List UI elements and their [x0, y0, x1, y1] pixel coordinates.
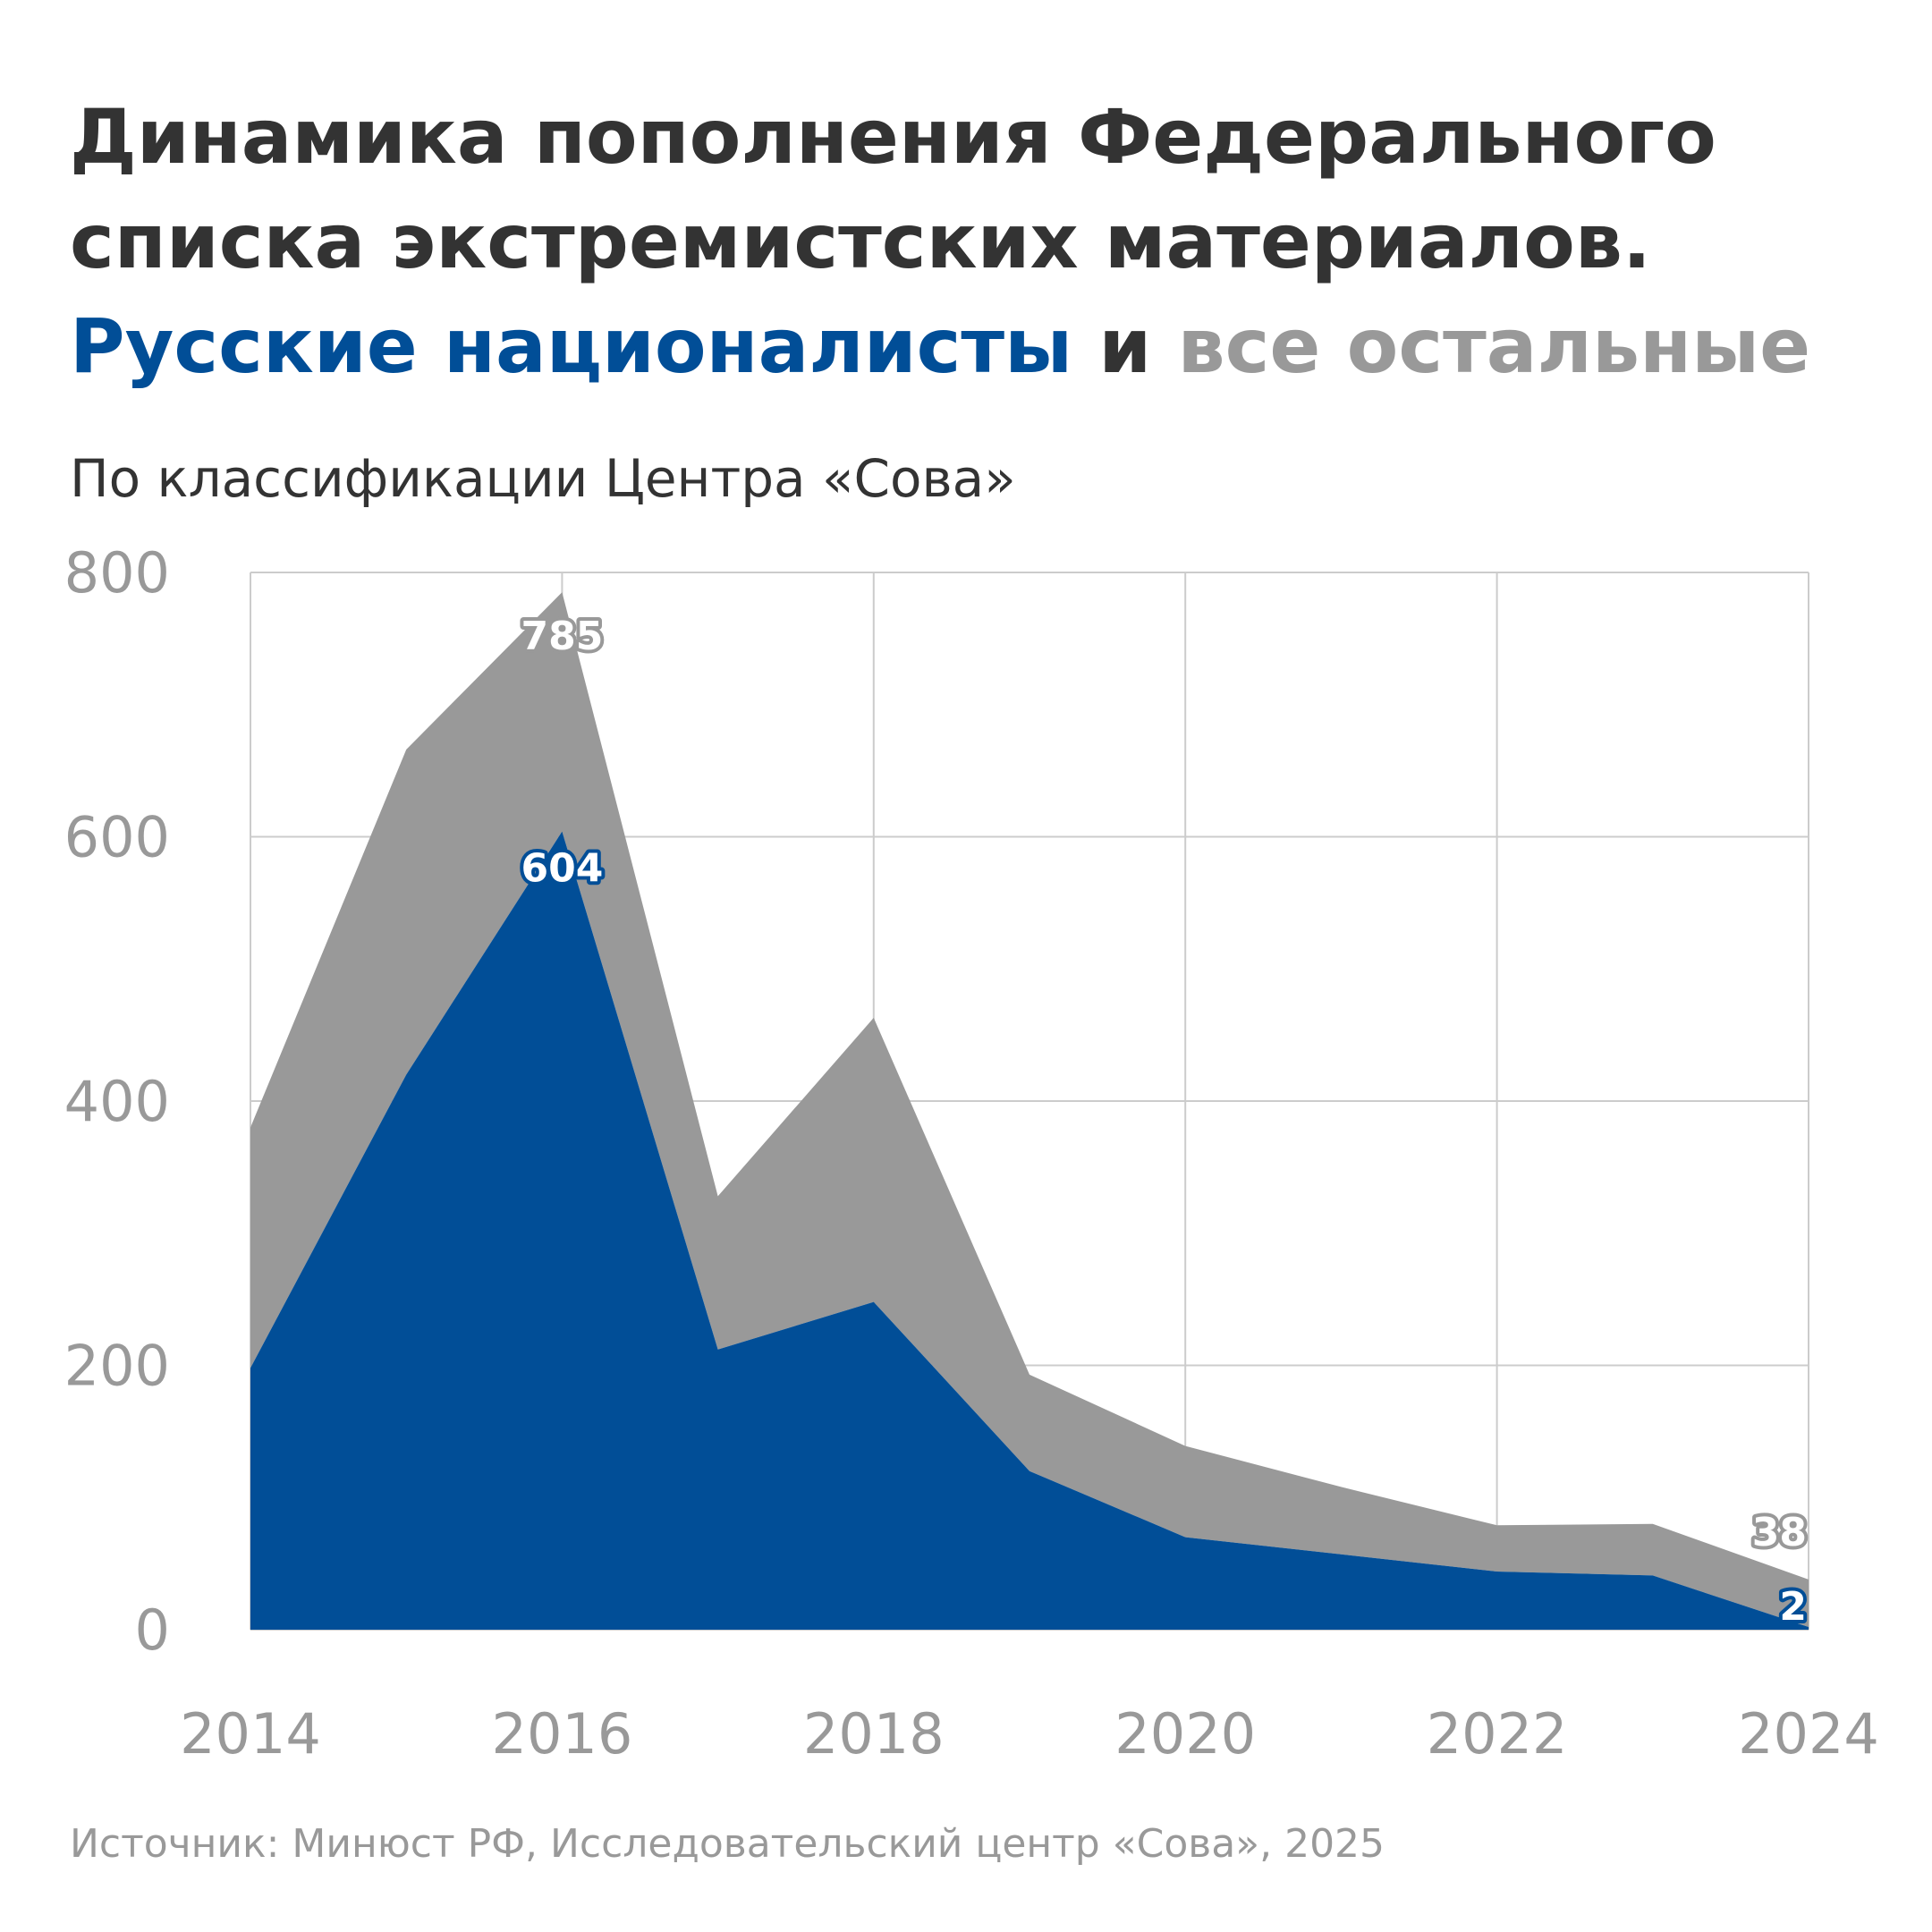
y-tick-label-800: 800 [64, 540, 170, 606]
x-tick-label-2016: 2016 [492, 1701, 633, 1767]
x-tick-label-2020: 2020 [1114, 1701, 1256, 1767]
y-tick-label-200: 200 [64, 1334, 170, 1399]
x-tick-label-2014: 2014 [180, 1701, 321, 1767]
x-tick-label-2024: 2024 [1738, 1701, 1879, 1767]
data-label-total-2024: 38 [1752, 1510, 1807, 1555]
y-tick-label-400: 400 [64, 1069, 170, 1134]
chart-title: Динамика пополнения Федерального списка … [70, 85, 1810, 399]
x-tick-label-2018: 2018 [803, 1701, 945, 1767]
data-label-total-2016: 785 [521, 614, 603, 659]
title-line-1: Динамика пополнения Федерального [70, 93, 1716, 181]
title-others: все остальные [1177, 302, 1811, 390]
title-nationalists: Русские националисты [70, 302, 1073, 390]
title-line-2: списка экстремистских материалов. [70, 198, 1651, 285]
y-tick-label-600: 600 [64, 805, 170, 870]
area-series-others [250, 592, 1809, 1628]
area-series-nationalists [250, 831, 1809, 1630]
title-line-3: Русские националисты и все остальные [70, 294, 1810, 399]
data-label-nationalists-2024: 2 [1779, 1584, 1807, 1630]
y-tick-label-0: 0 [135, 1597, 170, 1663]
axis-layer: 0 200 400 600 800 2014 2016 2018 2020 2022 2024 [64, 540, 1879, 1767]
chart-subtitle: По классификации Центра «Сова» [70, 448, 1016, 509]
title-and: и [1072, 302, 1178, 390]
source-note: Источник: Минюст РФ, Исследовательский ц… [70, 1821, 1385, 1867]
data-label-nationalists-2016: 604 [521, 846, 603, 892]
area-layer [250, 592, 1809, 1630]
data-label-layer: 785 604 38 2 [517, 610, 1810, 1633]
x-tick-label-2022: 2022 [1427, 1701, 1568, 1767]
